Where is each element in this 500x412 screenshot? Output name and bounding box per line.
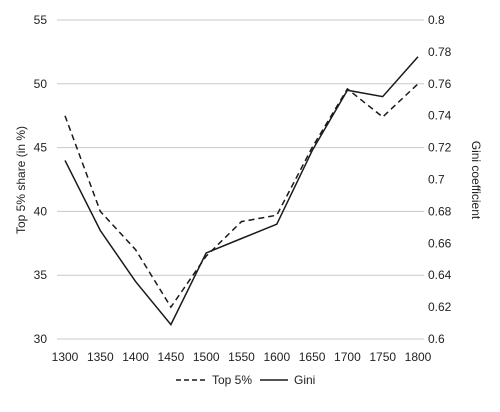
right-tick-label: 0.68 — [428, 204, 452, 218]
gini-line — [64, 56, 419, 326]
left-tick-label: 45 — [34, 141, 48, 155]
x-tick-label: 1450 — [158, 350, 185, 364]
right-tick-label: 0.66 — [428, 236, 452, 250]
right-tick-label: 0.7 — [428, 173, 445, 187]
x-tick-label: 1650 — [299, 350, 326, 364]
series-lines — [64, 56, 419, 326]
x-tick-label: 1500 — [193, 350, 220, 364]
right-tick-label: 0.76 — [428, 77, 452, 91]
x-tick-label: 1700 — [334, 350, 361, 364]
right-tick-label: 0.62 — [428, 300, 452, 314]
left-axis-title: Top 5% share (in %) — [14, 126, 28, 234]
left-tick-label: 40 — [34, 204, 48, 218]
left-tick-label: 55 — [34, 13, 48, 27]
right-axis-title: Gini coefficient — [469, 141, 483, 220]
right-y-axis-ticks: 0.6 0.62 0.64 0.66 0.68 0.7 0.72 0.74 0.76 0.78 0.… — [428, 13, 452, 346]
left-tick-label: 35 — [34, 268, 48, 282]
x-tick-label: 1550 — [228, 350, 255, 364]
x-tick-label: 1800 — [405, 350, 432, 364]
right-tick-label: 0.64 — [428, 268, 452, 282]
right-tick-label: 0.72 — [428, 141, 452, 155]
x-tick-label: 1300 — [52, 350, 79, 364]
left-tick-label: 50 — [34, 77, 48, 91]
left-y-axis-ticks: 30 35 40 45 50 55 — [34, 13, 48, 346]
right-tick-label: 0.78 — [428, 45, 452, 59]
top5-share-line — [64, 83, 419, 309]
x-tick-label: 1600 — [263, 350, 290, 364]
x-tick-label: 1750 — [369, 350, 396, 364]
legend: Top 5% Gini — [176, 373, 315, 387]
legend-top5-label: Top 5% — [212, 373, 252, 387]
right-tick-label: 0.6 — [428, 332, 445, 346]
x-tick-label: 1350 — [87, 350, 114, 364]
x-axis-ticks: 1300 1350 1400 1450 1500 1550 1600 1650 1700 1750… — [52, 350, 432, 364]
right-tick-label: 0.8 — [428, 13, 445, 27]
x-tick-label: 1400 — [122, 350, 149, 364]
gridlines — [57, 19, 424, 340]
legend-gini-label: Gini — [294, 373, 315, 387]
left-tick-label: 30 — [34, 332, 48, 346]
right-tick-label: 0.74 — [428, 109, 452, 123]
